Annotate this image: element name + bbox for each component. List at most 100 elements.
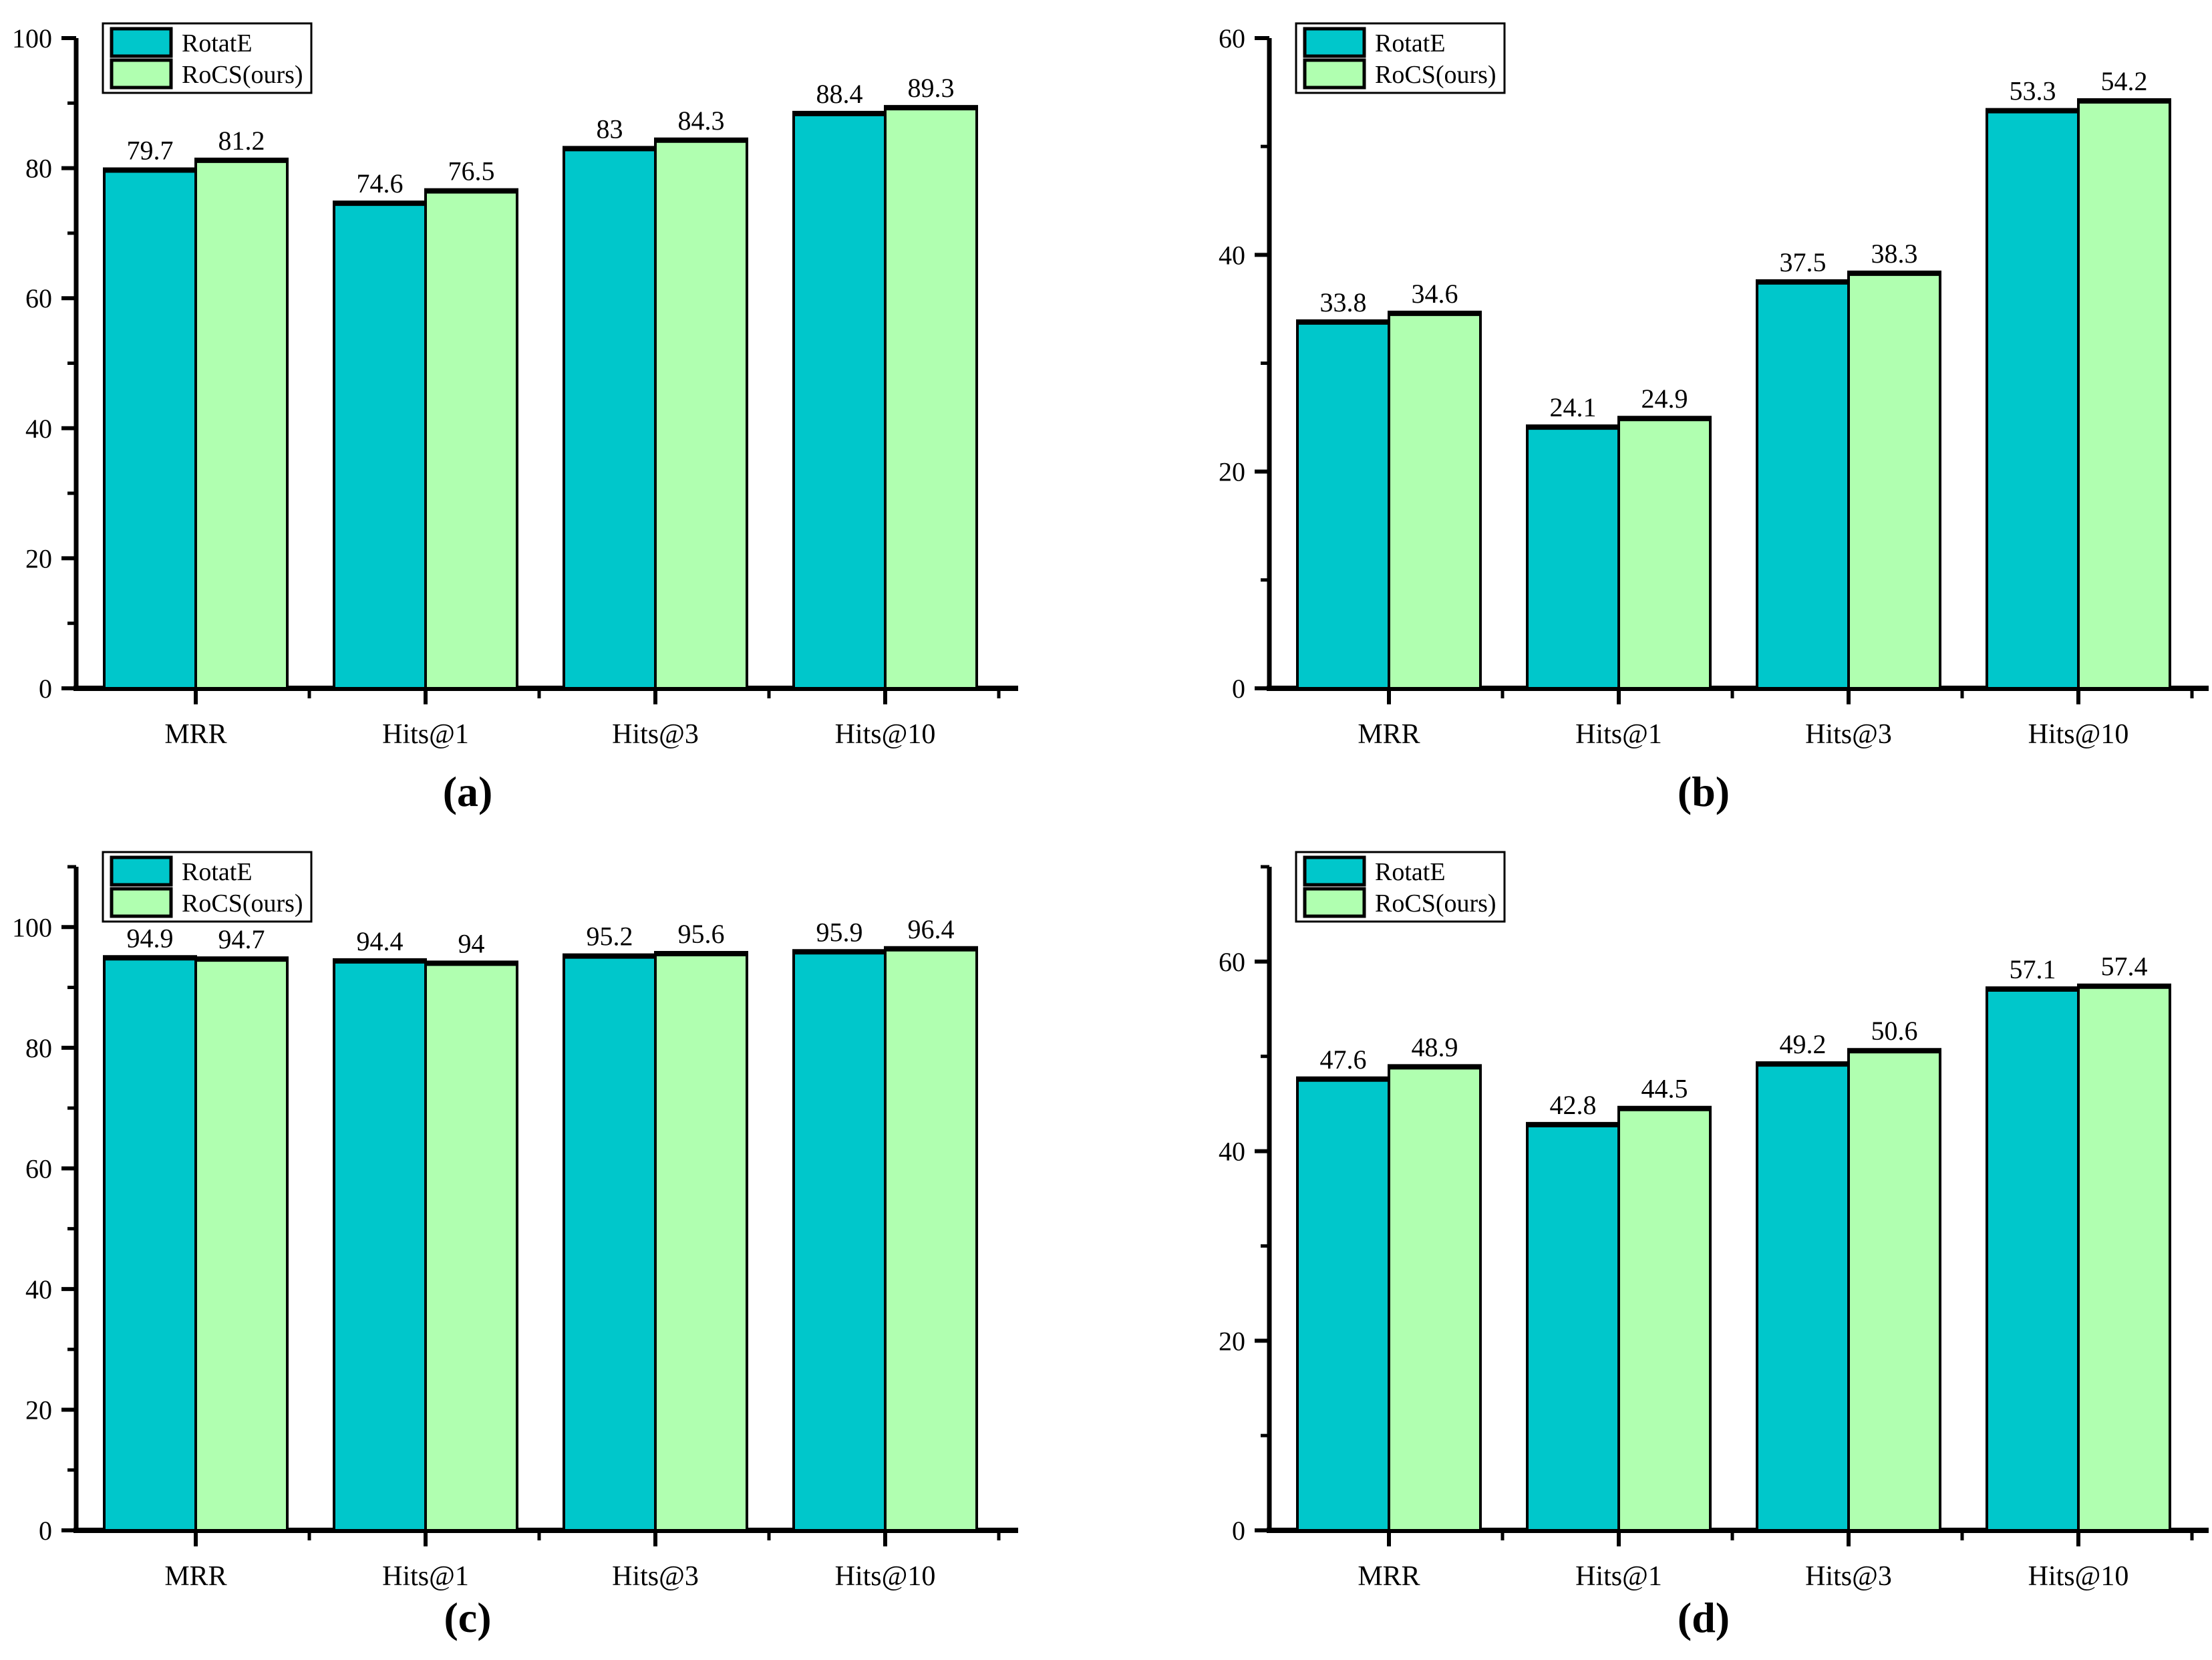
value-label: 94 [458,928,485,958]
bar-rocs [2077,100,2171,690]
x-category-label: Hits@1 [1575,719,1662,750]
bar-rocs [194,958,289,1532]
bar-rocs [654,952,748,1532]
legend-label: RotatE [1375,858,1446,886]
x-category-label: MRR [1358,719,1420,750]
legend: RotatE RoCS(ours) [1295,22,1506,94]
bar-rotate [1526,1123,1620,1532]
panel-d-caption: (d) [1677,1594,1730,1641]
bar-rocs [2077,984,2171,1532]
bar-rotate [103,956,197,1532]
x-category-label: Hits@10 [835,1561,936,1592]
panel-b-caption: (b) [1677,768,1730,815]
bar-rotate [1526,426,1620,690]
bar-rocs [654,138,748,690]
x-category-label: Hits@10 [2028,1561,2129,1592]
legend-swatch-rocs [1303,58,1366,90]
x-category-label: Hits@10 [835,719,936,750]
legend-swatch-rotate [110,27,173,58]
bar-rocs [1847,1049,1941,1532]
y-tick-label: 40 [1219,1137,1245,1167]
y-tick-label: 0 [39,674,52,704]
x-category-label: Hits@3 [1805,719,1892,750]
bars: 79.7 74.6 83 88.4 81.2 76.5 84.3 89.3 [103,73,978,690]
value-label: 24.1 [1550,392,1597,422]
bar-rotate [1296,320,1390,690]
y-tick-label: 0 [39,1516,52,1546]
bar-rotate [1986,109,2080,690]
legend-swatch-rocs [1303,887,1366,918]
x-category-label: Hits@3 [612,719,699,750]
value-label: 88.4 [816,79,863,109]
y-tick-label: 20 [1219,457,1245,487]
y-tick-label: 0 [1232,674,1245,704]
bar-rocs [194,158,289,690]
y-tick-label: 100 [12,912,52,942]
value-label: 44.5 [1641,1074,1688,1104]
bars: 33.8 24.1 37.5 53.3 34.6 24.9 38.3 54.2 [1296,66,2171,690]
value-label: 96.4 [908,914,955,944]
panel-a-caption: (a) [442,768,493,815]
x-category-label: MRR [164,1561,226,1592]
bar-rotate [563,954,657,1532]
y-tick-label: 0 [1232,1516,1245,1546]
panel-a: 0 20 40 60 80 100 MRR Hits@1 Hits@3 Hits@10 79.7 74… [12,22,1018,750]
bar-rotate [1756,280,1850,690]
value-label: 38.3 [1871,239,1918,269]
bar-rotate [792,112,887,690]
bar-rocs [884,947,978,1532]
y-tick-label: 60 [25,1153,52,1184]
y-tick-label: 60 [25,283,52,313]
bar-rotate [1986,987,2080,1532]
legend: RotatE RoCS(ours) [102,22,313,94]
bar-rotate [563,147,657,690]
x-category-label: Hits@10 [2028,719,2129,750]
bar-rotate [792,950,887,1532]
bars: 94.9 94.4 95.2 95.9 94.7 94 95.6 96.4 [103,914,978,1532]
bar-rotate [1296,1077,1390,1532]
value-label: 49.2 [1780,1029,1827,1059]
y-tick-label: 60 [1219,947,1245,977]
value-label: 95.6 [678,919,725,949]
y-tick-label: 20 [1219,1326,1245,1356]
bar-rocs [1847,271,1941,690]
y-tick-label: 40 [25,1274,52,1304]
panel-d: 0 20 40 60 MRR Hits@1 Hits@3 Hits@10 47.6 42.8 49.… [1219,851,2209,1592]
value-label: 76.5 [448,156,495,186]
value-label: 89.3 [908,73,955,103]
legend-label: RotatE [1375,29,1446,57]
legend-label: RoCS(ours) [182,61,303,89]
legend: RotatE RoCS(ours) [1295,851,1506,923]
legend-swatch-rocs [110,887,173,918]
value-label: 53.3 [2010,76,2056,106]
y-tick-label: 20 [25,543,52,573]
value-label: 84.3 [678,106,725,136]
legend-label: RoCS(ours) [1375,61,1496,89]
value-label: 37.5 [1780,247,1827,277]
value-label: 79.7 [127,136,174,166]
legend-label: RotatE [182,29,253,57]
legend-label: RoCS(ours) [182,889,303,918]
x-category-label: MRR [164,719,226,750]
bar-rotate [1756,1063,1850,1532]
value-label: 47.6 [1320,1045,1367,1075]
legend: RotatE RoCS(ours) [102,851,313,923]
bar-rocs [1388,1065,1482,1532]
axes: 0 20 40 60 MRR Hits@1 Hits@3 Hits@10 [1219,865,2209,1592]
x-category-label: Hits@1 [382,1561,469,1592]
value-label: 57.1 [2010,954,2056,984]
value-label: 94.9 [127,923,174,953]
legend-swatch-rotate [1303,27,1366,58]
value-label: 50.6 [1871,1016,1918,1046]
bar-rocs [424,189,518,690]
value-label: 34.6 [1412,279,1458,309]
legend-swatch-rotate [110,855,173,887]
y-tick-label: 40 [1219,240,1245,270]
value-label: 81.2 [218,126,265,156]
bar-rocs [1617,417,1712,690]
x-category-label: Hits@3 [612,1561,699,1592]
bar-rocs [1388,311,1482,690]
value-label: 42.8 [1550,1090,1597,1120]
y-tick-label: 100 [12,23,52,53]
